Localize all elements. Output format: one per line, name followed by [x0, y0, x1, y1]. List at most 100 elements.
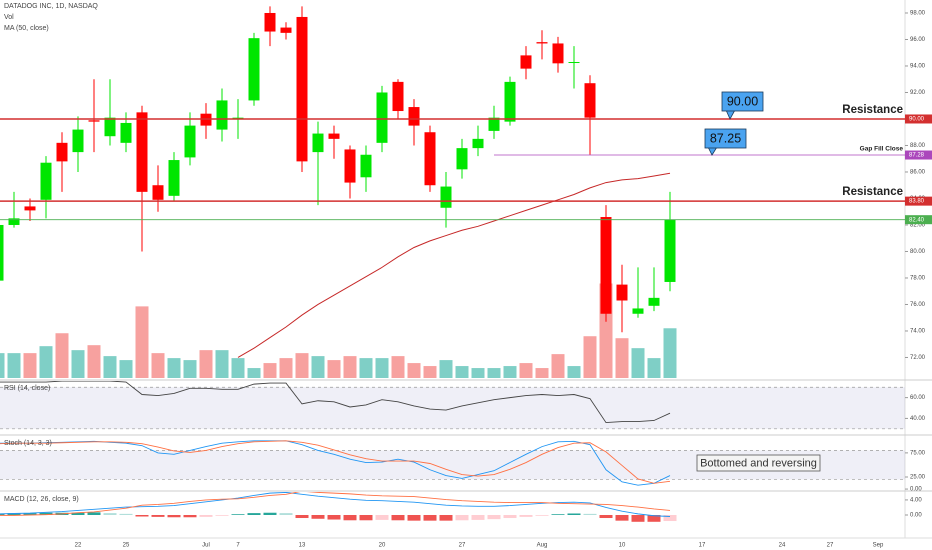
volume-bar: [55, 333, 69, 378]
histogram-bar: [87, 512, 101, 515]
volume-bar: [279, 358, 293, 378]
volume-bar: [183, 360, 197, 378]
histogram-bar: [551, 514, 565, 515]
volume-legend: Vol: [4, 14, 14, 21]
candle-body: [344, 149, 356, 183]
histogram-bar: [247, 513, 261, 515]
histogram-bar: [231, 514, 245, 515]
volume-bar: [471, 368, 485, 378]
callout-box: [704, 128, 747, 149]
histogram-bar: [519, 515, 533, 517]
level-price-label: 87.28: [909, 153, 925, 159]
candle-body: [536, 42, 548, 44]
volume-bar: [215, 350, 229, 378]
histogram-bar: [439, 515, 453, 521]
volume-bar: [375, 358, 389, 378]
volume-bar: [311, 356, 325, 378]
level-price-box: [905, 196, 932, 206]
x-tick-label: 27: [827, 543, 834, 549]
candle-body: [312, 133, 324, 153]
volume-bar: [0, 353, 5, 378]
candle-body: [152, 185, 164, 200]
y-tick-label: 78.00: [910, 276, 926, 282]
candle-body: [392, 81, 404, 112]
candle-body: [0, 224, 4, 281]
histogram-bar: [663, 515, 677, 522]
volume-bar: [103, 356, 117, 378]
y-tick-label: 82.00: [910, 223, 926, 229]
histogram-bar: [151, 515, 165, 517]
level-price-label: 83.80: [909, 199, 925, 205]
y-tick-label: 75.00: [910, 450, 926, 456]
y-tick-label: 0.00: [910, 513, 922, 519]
histogram-bar: [407, 515, 421, 521]
level-name: Resistance: [842, 104, 903, 116]
histogram-bar: [0, 513, 5, 515]
volume-bar: [151, 353, 165, 378]
candle-body: [552, 43, 564, 64]
y-tick-label: 72.00: [910, 355, 926, 361]
histogram-bar: [167, 515, 181, 518]
volume-bar: [423, 366, 437, 378]
candle-body: [408, 107, 420, 126]
histogram-bar: [23, 513, 37, 515]
histogram-bar: [199, 515, 213, 517]
pane-title: Stoch (14, 3, 3): [4, 440, 52, 447]
histogram-bar: [423, 515, 437, 521]
x-tick-label: 13: [299, 543, 306, 549]
y-tick-label: 96.00: [910, 37, 926, 43]
candle-body: [376, 92, 388, 143]
volume-bar: [343, 356, 357, 378]
candle-body: [648, 297, 660, 306]
candle-body: [472, 138, 484, 149]
candle-body: [424, 132, 436, 186]
series-line: [237, 172, 671, 358]
candle-body: [280, 27, 292, 33]
histogram-bar: [103, 513, 117, 515]
histogram-bar: [71, 512, 85, 515]
y-tick-label: 86.00: [910, 170, 926, 176]
histogram-bar: [359, 515, 373, 521]
histogram-bar: [599, 515, 613, 519]
volume-bar: [407, 363, 421, 378]
y-tick-label: 0.00: [910, 487, 922, 493]
y-tick-label: 4.00: [910, 497, 922, 503]
series-line: [0, 492, 671, 517]
y-tick-label: 40.00: [910, 416, 926, 422]
level-name: Resistance: [842, 186, 903, 198]
volume-bar: [647, 358, 661, 378]
callout-text: 90.00: [727, 94, 758, 108]
symbol-title: DATADOG INC, 1D, NASDAQ: [4, 3, 98, 10]
x-tick-label: 7: [236, 543, 240, 549]
candle-body: [56, 142, 68, 162]
candle-body: [632, 308, 644, 314]
callout-box: [721, 91, 764, 112]
candle-body: [296, 16, 308, 162]
y-tick-label: 25.00: [910, 475, 926, 481]
x-tick-label: Sep: [873, 543, 884, 549]
candle-body: [584, 83, 596, 118]
histogram-bar: [503, 515, 517, 519]
level-price-box: [905, 215, 932, 225]
candle-body: [664, 219, 676, 282]
volume-bar: [583, 336, 597, 378]
y-tick-label: 76.00: [910, 302, 926, 308]
histogram-bar: [343, 515, 357, 521]
histogram-bar: [567, 513, 581, 515]
volume-bar: [327, 360, 341, 378]
level-price-box: [905, 114, 932, 124]
candle-body: [328, 133, 340, 139]
candle-body: [600, 217, 612, 314]
candle-body: [24, 206, 36, 211]
volume-bar: [23, 353, 37, 378]
histogram-bar: [7, 513, 21, 515]
candle-body: [168, 160, 180, 196]
candle-body: [264, 12, 276, 32]
histogram-bar: [487, 515, 501, 520]
x-tick-label: 22: [75, 543, 82, 549]
candle-body: [248, 38, 260, 101]
y-tick-label: 94.00: [910, 64, 926, 70]
candle-body: [456, 148, 468, 170]
x-tick-label: 25: [123, 543, 130, 549]
